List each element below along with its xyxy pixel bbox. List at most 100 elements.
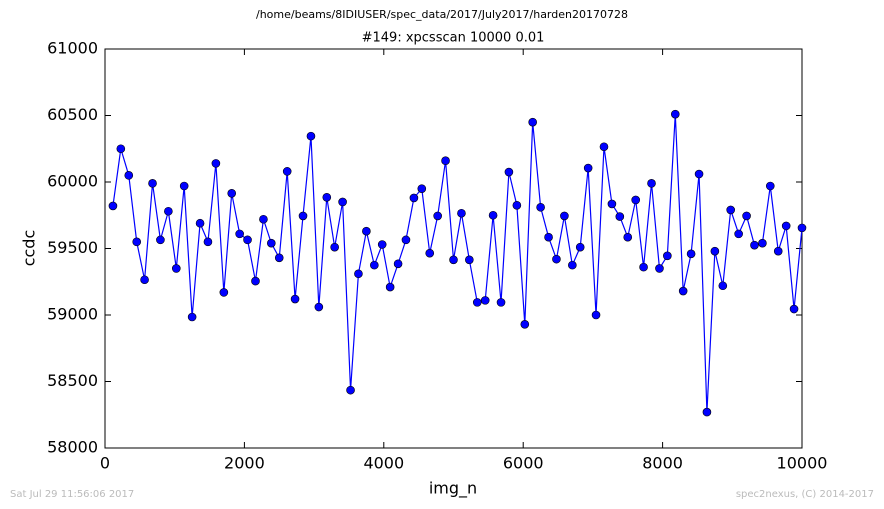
data-point [140,275,149,285]
data-point [243,235,252,245]
data-point [433,211,442,221]
data-point [536,202,545,212]
data-point [583,163,593,173]
data-point [480,296,490,305]
data-point [267,238,276,248]
data-point [132,237,142,247]
data-point [710,246,720,256]
data-point [179,181,189,191]
data-point [172,264,181,273]
data-point [552,254,561,264]
chart-subtitle: #149: xpcsscan 10000 0.01 [362,31,545,46]
data-point [409,193,419,203]
y-tick-label: 58000 [47,438,98,457]
chart-title: /home/beams/8IDIUSER/spec_data/2017/July… [256,8,628,21]
y-tick-label: 60500 [47,105,98,124]
data-point [726,205,735,215]
data-point [520,320,530,329]
data-point [465,255,474,265]
data-point [639,262,648,272]
data-point [765,181,775,191]
data-point [211,159,221,168]
data-point [195,218,205,228]
data-point [686,249,696,259]
footer-left: Sat Jul 29 11:56:06 2017 [10,489,134,500]
data-point [235,229,244,239]
data-point [457,208,466,218]
x-tick-label: 10000 [777,454,828,473]
x-tick-label: 4000 [363,454,404,473]
data-point [251,276,260,286]
data-point [417,184,427,193]
data-point [203,237,213,247]
data-point [773,246,783,256]
data-point [663,251,672,261]
data-point [742,211,751,221]
y-axis-label: ccdc [20,230,39,267]
data-point [227,189,237,198]
data-point [488,210,498,220]
data-point [670,109,680,119]
data-point [607,199,617,209]
data-point [631,195,640,205]
data-point [274,253,284,263]
data-point [758,238,767,248]
data-point [655,264,664,273]
data-point [615,212,625,221]
data-point [330,242,339,252]
data-point [314,302,324,312]
y-tick-label: 59000 [47,305,98,324]
y-tick-label: 61000 [47,39,98,58]
data-point [528,117,537,127]
data-point [694,169,704,179]
data-point [472,298,482,307]
data-point [599,142,609,152]
x-axis-label: img_n [429,479,477,499]
data-point [718,281,728,291]
data-point [750,240,759,250]
data-point [401,235,411,245]
data-point [124,171,134,180]
data-point [544,232,553,242]
data-point [164,206,173,216]
data-point [797,223,807,233]
data-point [298,211,308,221]
data-point [282,167,292,176]
data-point [425,248,435,258]
y-tick-label: 58500 [47,371,98,390]
data-point [290,294,300,304]
data-point [346,385,355,395]
data-point [108,201,118,211]
data-point [362,226,371,236]
data-point [512,200,522,210]
data-point [702,407,712,417]
data-point [370,260,379,270]
data-point [322,192,332,202]
data-point [449,255,458,265]
x-tick-label: 6000 [503,454,544,473]
data-point [591,310,601,320]
data-point [338,197,347,207]
data-point [377,240,387,249]
data-point [789,304,799,314]
plot-frame [104,48,803,449]
data-point [560,211,569,221]
data-point [187,312,197,322]
y-tick-label: 59500 [47,238,98,257]
data-point [393,259,403,269]
footer-right: spec2nexus, (C) 2014-2017 [736,489,874,500]
data-point [496,298,506,307]
data-point [678,286,688,296]
data-point [385,282,395,292]
data-point [148,179,157,188]
data-point [306,131,316,141]
data-point [781,221,791,231]
y-tick-label: 60000 [47,172,98,191]
x-tick-label: 0 [100,454,110,473]
data-point [259,214,268,224]
data-point [623,232,633,242]
data-point [219,288,229,297]
data-point [504,167,514,177]
